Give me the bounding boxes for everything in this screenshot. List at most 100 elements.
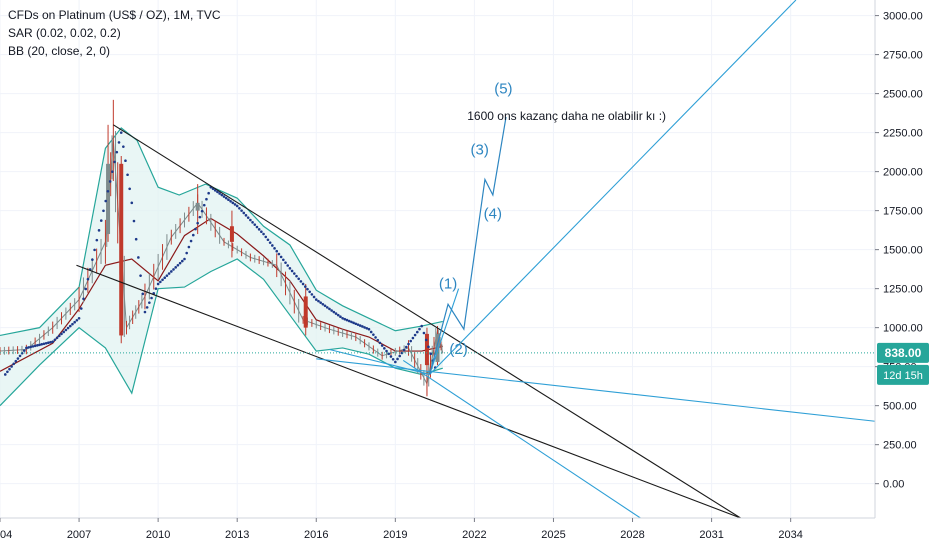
sar-dot xyxy=(249,218,252,222)
sar-dot xyxy=(126,173,129,177)
sar-dot xyxy=(143,310,147,314)
sar-dot xyxy=(330,309,333,312)
y-tick-label: 1000.00 xyxy=(883,323,923,335)
countdown-tag xyxy=(877,364,929,385)
sar-dot xyxy=(183,257,186,261)
sar-dot xyxy=(418,327,421,331)
wave-label: (1) xyxy=(439,276,457,293)
sar-dot xyxy=(240,209,243,212)
sar-dot xyxy=(104,199,107,203)
sar-dot xyxy=(79,307,83,310)
sar-dot xyxy=(95,238,99,242)
sar-dot xyxy=(238,206,241,210)
candle-body xyxy=(424,333,429,366)
sar-dot xyxy=(420,324,423,328)
sar-dot xyxy=(60,332,63,336)
sar-dot xyxy=(310,293,314,296)
sar-dot xyxy=(279,255,283,259)
sar-dot xyxy=(389,355,393,358)
x-tick-label: 2010 xyxy=(146,529,170,541)
y-tick-label: 1750.00 xyxy=(883,206,923,218)
x-tick-label: 2022 xyxy=(462,529,486,541)
legend-title: CFDs on Platinum (US$ / OZ), 1M, TVC xyxy=(8,8,221,22)
sar-dot xyxy=(102,209,105,213)
sar-dot xyxy=(246,216,250,219)
sar-dot xyxy=(396,357,399,361)
sar-dot xyxy=(128,187,131,191)
sar-dot xyxy=(55,336,59,340)
candle-body xyxy=(106,163,111,235)
sar-dot xyxy=(321,302,325,306)
candle-body xyxy=(229,226,234,242)
sar-dot xyxy=(264,235,268,239)
sar-dot xyxy=(33,344,37,348)
sar-dot xyxy=(229,199,232,203)
chart-legend: CFDs on Platinum (US$ / OZ), 1M, TVC SAR… xyxy=(8,6,221,60)
cyan-trend-line[interactable] xyxy=(429,0,797,375)
sar-dot xyxy=(150,296,153,300)
sar-dot xyxy=(352,321,355,325)
sar-dot xyxy=(319,301,322,304)
sar-dot xyxy=(222,195,226,198)
bb-upper-line xyxy=(0,127,443,337)
y-tick-label: 3000.00 xyxy=(883,11,923,23)
sar-dot xyxy=(44,341,48,345)
bb-fill xyxy=(0,127,443,406)
candle-body xyxy=(195,202,200,211)
sar-dot xyxy=(358,324,362,327)
cyan-trend-line[interactable] xyxy=(329,348,430,375)
sar-dot xyxy=(16,357,20,360)
sar-dot xyxy=(411,336,415,340)
sar-dot xyxy=(170,270,173,273)
sar-dot xyxy=(363,326,366,329)
x-tick-label: 2004 xyxy=(0,529,12,541)
sar-dot xyxy=(308,290,311,294)
sar-dot xyxy=(130,201,134,205)
sar-dot xyxy=(8,367,11,371)
sar-dot xyxy=(86,277,90,281)
sar-dot xyxy=(119,131,123,134)
sar-dot xyxy=(409,339,413,343)
sar-dot xyxy=(317,299,320,303)
y-tick-label: 2500.00 xyxy=(883,89,923,101)
sar-dot xyxy=(301,282,305,286)
elliott-wave-path[interactable] xyxy=(429,116,507,375)
sar-dot xyxy=(139,274,142,277)
trend-line[interactable] xyxy=(113,124,741,519)
sar-dot xyxy=(374,336,377,339)
sar-dot xyxy=(365,327,369,330)
sar-dot xyxy=(91,258,94,261)
annotation-note: 1600 ons kazanç daha ne olabilir kı :) xyxy=(467,109,666,123)
sar-dot xyxy=(385,349,388,353)
sar-dot xyxy=(191,233,195,237)
x-tick-label: 2034 xyxy=(778,529,802,541)
sar-dot xyxy=(137,256,140,259)
sar-dot xyxy=(376,338,380,342)
sar-dot xyxy=(284,261,287,264)
sar-dot xyxy=(394,360,397,364)
x-tick-label: 2019 xyxy=(383,529,407,541)
sar-dot xyxy=(380,344,384,347)
legend-sar: SAR (0.02, 0.02, 0.2) xyxy=(8,26,121,40)
y-tick-label: 250.00 xyxy=(883,440,917,452)
sar-dot xyxy=(402,348,406,352)
sar-dot xyxy=(354,322,358,326)
sar-dot xyxy=(163,276,167,280)
sar-dot xyxy=(73,320,76,324)
sar-dot xyxy=(242,211,246,215)
sar-dot xyxy=(97,229,101,232)
sar-dot xyxy=(295,274,298,278)
cyan-trend-line[interactable] xyxy=(402,359,641,519)
sar-dot xyxy=(36,344,39,347)
sar-dot xyxy=(66,326,70,330)
trend-line[interactable] xyxy=(76,264,741,519)
sar-dot xyxy=(198,215,202,219)
cyan-trend-line[interactable] xyxy=(429,288,460,375)
sar-dot xyxy=(341,316,344,320)
sar-dot xyxy=(290,269,294,273)
sar-dot xyxy=(257,228,261,231)
sar-dot xyxy=(47,341,50,345)
sar-dot xyxy=(84,287,88,291)
